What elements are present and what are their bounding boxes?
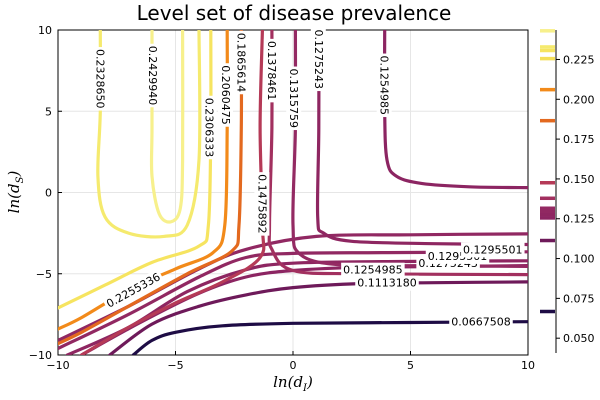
chart-title: Level set of disease prevalence — [137, 1, 452, 25]
contour-line — [58, 30, 244, 346]
contour-level-label: 0.1275243 — [312, 30, 325, 90]
colorbar-tick-label: 0.050 — [563, 332, 595, 345]
contour-label-background — [145, 43, 161, 108]
x-axis-label: ln(dI) — [273, 373, 313, 394]
contour-label-background — [355, 275, 419, 291]
contour-level-label: 0.1295501 — [463, 243, 523, 256]
colorbar-tick-label: 0.100 — [563, 253, 595, 266]
contour-level-label: 0.1315759 — [287, 69, 300, 129]
contour-line — [108, 280, 528, 355]
colorbar-tick-label: 0.150 — [563, 173, 595, 186]
y-tick-label: 5 — [45, 105, 52, 118]
y-tick-label: −5 — [36, 268, 52, 281]
contour-label-background — [263, 38, 279, 103]
contour-level-label: 0.0667508 — [451, 316, 511, 329]
contour-line — [58, 30, 229, 331]
contour-label-background — [341, 262, 405, 278]
colorbar-tick-label: 0.125 — [563, 213, 595, 226]
x-tick-label: 5 — [407, 359, 414, 372]
contour-level-label: 0.1865614 — [234, 33, 247, 93]
contour-label-background — [310, 27, 326, 92]
axis-ticks: −10 −5 0 5 10 −10 −5 0 5 10 — [29, 24, 535, 372]
contour-level-label: 0.1254985 — [343, 264, 403, 277]
contour-label-background — [376, 53, 392, 118]
contour-line — [315, 30, 528, 247]
contour-label-background — [233, 30, 249, 95]
colorbar-tick-label: 0.075 — [563, 292, 595, 305]
x-tick-label: −5 — [167, 359, 183, 372]
contour-line — [58, 250, 528, 351]
contour-label-background — [92, 47, 108, 111]
contour-label-background — [218, 63, 233, 127]
x-tick-label: 10 — [521, 359, 535, 372]
contour-level-label: 0.1378461 — [265, 41, 278, 101]
colorbar-tick-label: 0.225 — [563, 53, 595, 66]
contour-level-label: 0.1254985 — [378, 56, 391, 116]
contour-level-label: 0.2328650 — [93, 49, 106, 109]
contour-level-label: 0.2306333 — [203, 98, 216, 158]
contour-label-background — [102, 268, 165, 313]
contour-level-label: 0.1113180 — [357, 277, 417, 290]
x-tick-label: −10 — [46, 359, 69, 372]
contour-level-label: 0.1475892 — [255, 174, 268, 234]
contour-line — [149, 30, 185, 224]
contour-label-background — [254, 172, 270, 236]
contour-level-label: 0.2060475 — [219, 65, 232, 125]
contour-label-background — [201, 95, 217, 160]
contour-labels: 0.06675080.11131800.12549850.12752430.12… — [92, 27, 525, 330]
contour-label-background — [449, 314, 513, 330]
contour-level-label: 0.2429940 — [146, 46, 159, 106]
y-axis-label: ln(dS) — [5, 171, 26, 214]
contour-line — [382, 30, 528, 190]
contour-line — [96, 30, 202, 239]
x-tick-label: 0 — [290, 359, 297, 372]
contour-label-background — [286, 66, 302, 131]
colorbar-tick-label: 0.200 — [563, 93, 595, 106]
y-tick-label: 0 — [45, 187, 52, 200]
colorbar: 0.050 0.075 0.100 0.125 0.150 0.175 0.200 0.225 — [540, 29, 595, 353]
contour-label-background — [461, 242, 525, 258]
contour-line — [58, 30, 213, 310]
contour-line — [131, 320, 528, 355]
y-tick-label: 10 — [38, 24, 52, 37]
y-tick-label: −10 — [29, 349, 52, 362]
colorbar-tick-label: 0.175 — [563, 133, 595, 146]
contour-line — [79, 30, 266, 355]
